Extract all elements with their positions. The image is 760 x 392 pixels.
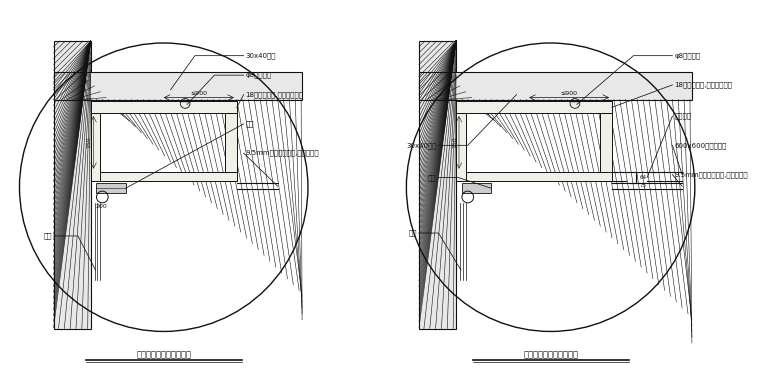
Text: 轻钢龙骨: 轻钢龙骨 (674, 113, 692, 120)
Text: φ8镀锌吊杆: φ8镀锌吊杆 (245, 72, 272, 78)
Bar (54, 72, 302, 100)
Text: 滑道: 滑道 (245, 121, 254, 127)
Text: 64: 64 (639, 175, 646, 180)
Bar (151, 100, 170, 113)
Text: 窗帘: 窗帘 (409, 230, 417, 236)
Bar (419, 41, 456, 328)
Text: 600x600矿棉吸音板: 600x600矿棉吸音板 (674, 142, 727, 149)
Text: 200: 200 (96, 204, 107, 209)
Text: ≤900: ≤900 (561, 91, 578, 96)
Bar (90, 172, 237, 181)
Bar (419, 72, 692, 100)
Text: 石膏板吊顶窗帘盒剖面图: 石膏板吊顶窗帘盒剖面图 (136, 350, 192, 359)
Bar (90, 113, 100, 181)
Bar (54, 41, 90, 328)
Bar (456, 113, 466, 181)
Text: φ8镀锌吊杆: φ8镀锌吊杆 (674, 53, 701, 59)
Text: 窗帘: 窗帘 (43, 232, 52, 239)
Text: 矿棉板吊顶窗帘盒剖面图: 矿棉板吊顶窗帘盒剖面图 (523, 350, 578, 359)
Bar (517, 100, 536, 113)
Text: 30x40木方: 30x40木方 (406, 142, 436, 149)
Bar (97, 183, 125, 193)
Text: 18厚细木工板,防腐防火处理: 18厚细木工板,防腐防火处理 (674, 82, 733, 88)
Bar (600, 113, 612, 181)
Text: 75: 75 (639, 183, 646, 188)
Bar (462, 183, 491, 193)
Bar (225, 113, 237, 181)
Bar (456, 102, 612, 113)
Text: 150: 150 (452, 136, 457, 148)
Text: 30x40木方: 30x40木方 (245, 53, 276, 59)
Text: 150: 150 (87, 136, 92, 148)
Bar (419, 72, 692, 100)
Text: 18厚细木工板,防腐防火处理: 18厚细木工板,防腐防火处理 (245, 91, 303, 98)
Text: ≤900: ≤900 (190, 91, 207, 96)
Bar (456, 172, 612, 181)
Text: 滑道: 滑道 (428, 174, 436, 181)
Text: 9.5mm厚石膏板吊顶,白色乳胶漆: 9.5mm厚石膏板吊顶,白色乳胶漆 (674, 171, 748, 178)
Text: 9.5mm厚石膏板吊顶,白色乳胶漆: 9.5mm厚石膏板吊顶,白色乳胶漆 (245, 150, 319, 156)
Bar (90, 102, 237, 113)
